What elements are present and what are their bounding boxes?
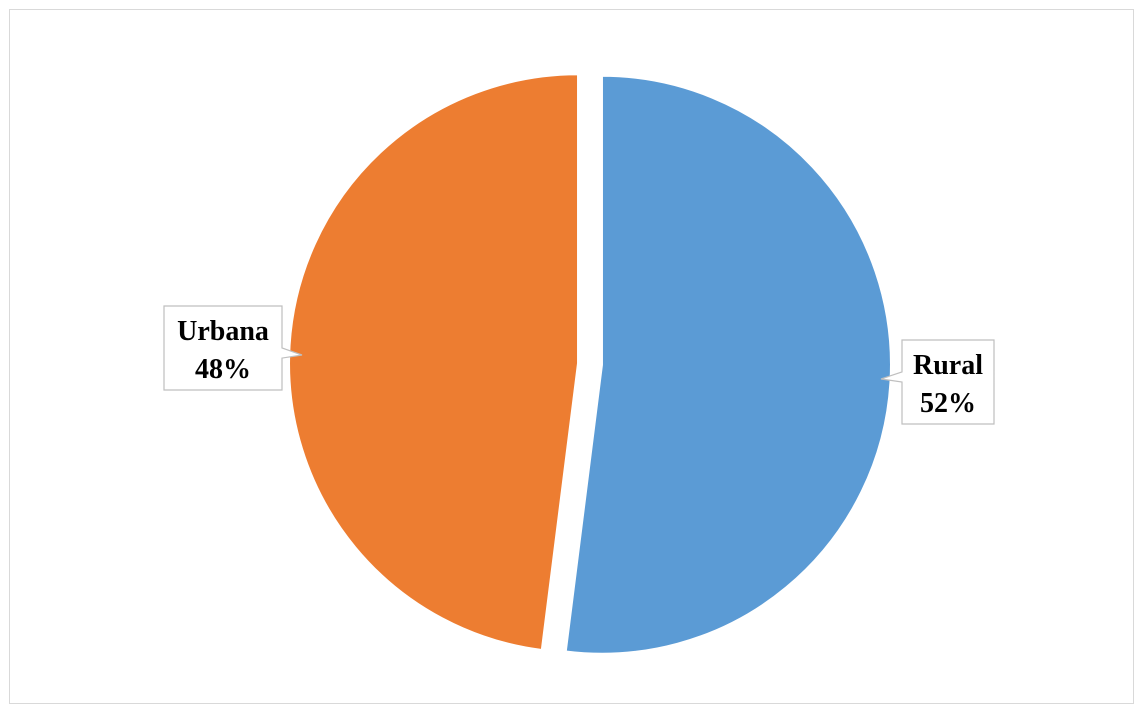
slice-category-label: Urbana [177,316,269,347]
slice-percent-label: 52% [920,388,976,419]
slice-category-label: Rural [913,350,983,381]
data-label-rural: Rural 52% [880,339,995,425]
data-label-urbana: Urbana 48% [163,305,303,391]
pie-slice-urbana [288,73,580,652]
data-label-callouts: Rural 52% Urbana 48% [163,305,995,425]
slice-percent-label: 48% [195,354,251,385]
callout-box [880,339,995,425]
pie-slices [288,73,892,655]
callout-box [163,305,303,391]
pie-slice-rural [564,74,892,655]
